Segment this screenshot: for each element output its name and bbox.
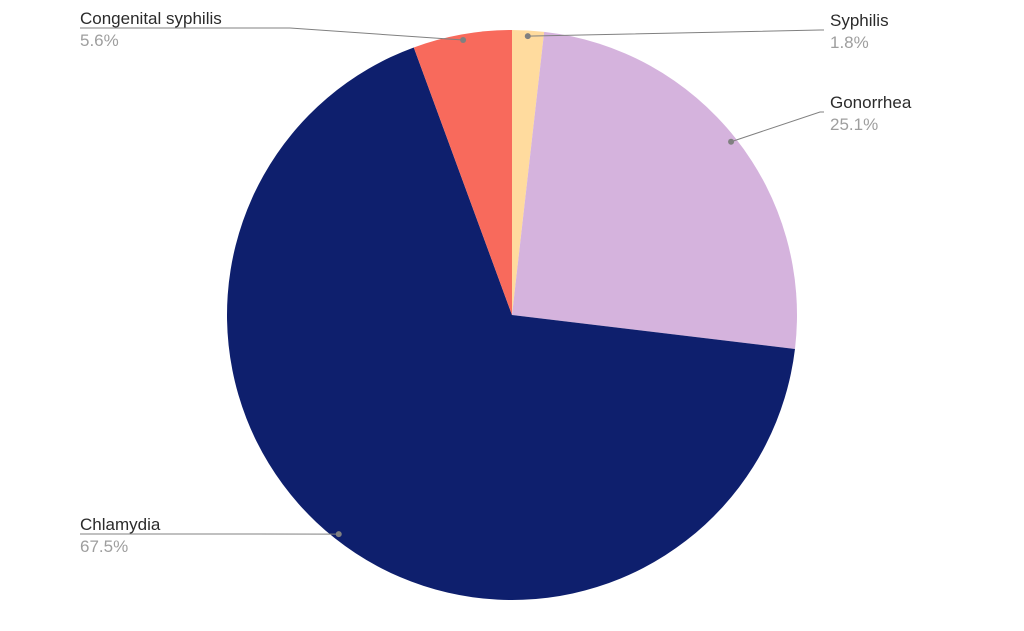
pie-chart: Syphilis 1.8% Gonorrhea 25.1% Chlamydia 67.5%… [0, 0, 1024, 631]
leader-dot [336, 531, 342, 537]
leader-dot [460, 37, 466, 43]
leader-dot [728, 139, 734, 145]
slice-label-pct: 25.1% [830, 115, 878, 134]
slice-label-title: Syphilis [830, 11, 889, 30]
slice-label-pct: 5.6% [80, 31, 119, 50]
pie-chart-svg: Syphilis 1.8% Gonorrhea 25.1% Chlamydia 67.5%… [0, 0, 1024, 631]
slice-label-title: Congenital syphilis [80, 9, 222, 28]
slice-label-pct: 1.8% [830, 33, 869, 52]
slice-label-title: Chlamydia [80, 515, 161, 534]
slice-label-pct: 67.5% [80, 537, 128, 556]
slice-label-title: Gonorrhea [830, 93, 912, 112]
leader-dot [525, 33, 531, 39]
pie-slices [227, 30, 797, 600]
